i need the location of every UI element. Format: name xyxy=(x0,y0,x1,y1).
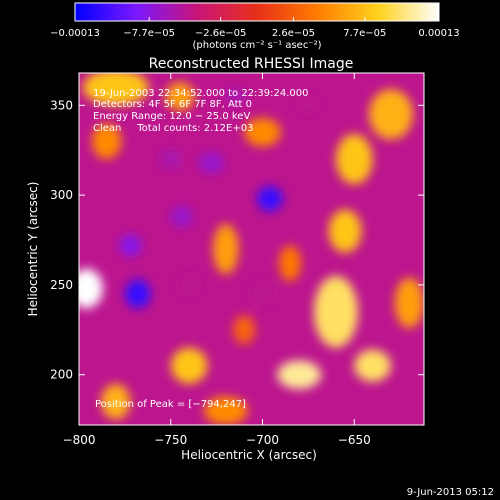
heatmap-sources xyxy=(79,73,424,425)
colorbar-tick-label: −2.6e−05 xyxy=(195,28,247,39)
footer-date: 9-Jun-2013 05:12 xyxy=(407,487,494,498)
source xyxy=(212,223,239,275)
colorbar-tick-label: 2.6e−05 xyxy=(272,28,315,39)
x-axis-ticks: −800 −750 −700 −650 xyxy=(63,73,371,447)
energy-range-annotation: Energy Range: 12.0 − 25.0 keV xyxy=(93,111,250,122)
colorbar-tick-label: 7.7e−05 xyxy=(343,28,386,39)
time-range-annotation: 19-Jun-2003 22:34:52.000 to 22:39:24.000 xyxy=(93,88,309,99)
negative-source xyxy=(124,279,151,309)
negative-source xyxy=(257,186,283,212)
x-axis-tick-label: −650 xyxy=(338,433,371,447)
y-axis-label: Heliocentric Y (arcsec) xyxy=(26,182,40,317)
colorbar-unit-label: (photons cm⁻² s⁻¹ asec⁻²) xyxy=(192,40,321,51)
method-counts-annotation: Clean Total counts: 2.12E+03 xyxy=(93,123,253,134)
source xyxy=(170,347,208,384)
plot-frame xyxy=(78,72,425,426)
negative-source xyxy=(223,87,246,106)
source xyxy=(368,89,413,140)
negative-source xyxy=(299,96,318,115)
source xyxy=(82,73,149,106)
source xyxy=(328,209,362,253)
negative-source xyxy=(159,148,182,170)
source xyxy=(335,134,373,185)
x-axis-tick-label: −750 xyxy=(154,433,187,447)
detectors-annotation: Detectors: 4F 5F 6F 7F 8F, Att 0 xyxy=(93,99,252,110)
source xyxy=(313,275,358,348)
source xyxy=(354,349,391,382)
source xyxy=(233,315,256,345)
source xyxy=(277,360,322,390)
negative-source xyxy=(198,152,224,174)
source xyxy=(91,123,122,160)
source xyxy=(394,277,424,329)
colorbar-tick-label: 0.00013 xyxy=(418,28,459,39)
negative-source xyxy=(249,281,276,307)
y-axis-tick-label: 200 xyxy=(50,368,73,382)
y-axis-tick-label: 250 xyxy=(50,278,73,292)
colorbar-tick-label: −0.00013 xyxy=(50,28,100,39)
x-axis-label: Heliocentric X (arcsec) xyxy=(181,448,317,462)
source xyxy=(244,117,281,147)
y-axis-ticks: 200 250 300 350 xyxy=(50,98,424,382)
colorbar-tick-label: −7.7e−05 xyxy=(123,28,175,39)
peak-source xyxy=(79,268,103,309)
peak-position-annotation: Position of Peak = [−794,247] xyxy=(95,399,246,410)
negative-source xyxy=(178,274,201,296)
source xyxy=(165,81,195,111)
y-axis-tick-label: 350 xyxy=(50,98,73,112)
colorbar xyxy=(74,2,440,22)
source xyxy=(101,383,131,420)
negative-source xyxy=(170,205,193,228)
chart-title: Reconstructed RHESSI Image xyxy=(149,56,354,72)
x-axis-tick-label: −800 xyxy=(63,433,96,447)
colorbar-ticks: −0.00013 −7.7e−05 −2.6e−05 2.6e−05 7.7e−05 0.… xyxy=(50,17,460,39)
source xyxy=(203,396,248,425)
x-axis-tick-label: −700 xyxy=(246,433,279,447)
y-axis-tick-label: 300 xyxy=(50,188,73,202)
negative-source xyxy=(119,234,142,257)
source xyxy=(279,245,302,282)
